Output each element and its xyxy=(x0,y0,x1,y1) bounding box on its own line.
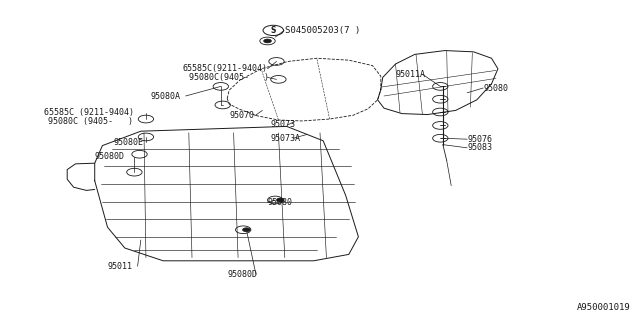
Text: 95073: 95073 xyxy=(270,120,295,129)
Text: 95080C (9405-   ): 95080C (9405- ) xyxy=(48,117,133,126)
Text: 95080E: 95080E xyxy=(114,138,144,147)
Circle shape xyxy=(264,39,271,43)
Text: 95080: 95080 xyxy=(268,198,292,207)
Circle shape xyxy=(276,198,284,202)
Text: 95080A: 95080A xyxy=(150,92,180,100)
Text: 95073A: 95073A xyxy=(270,134,300,143)
Text: 95083: 95083 xyxy=(467,143,492,152)
Text: 65585C(9211-9404): 65585C(9211-9404) xyxy=(182,64,268,73)
Text: 95080D: 95080D xyxy=(227,270,257,279)
Text: 95070: 95070 xyxy=(229,111,254,120)
Text: 95076: 95076 xyxy=(467,135,492,144)
Text: 95011A: 95011A xyxy=(396,70,426,79)
Text: 95011: 95011 xyxy=(108,262,132,271)
Circle shape xyxy=(243,228,250,232)
Text: 95080D: 95080D xyxy=(95,152,125,161)
Text: S: S xyxy=(271,26,276,35)
Text: S045005203(7 ): S045005203(7 ) xyxy=(285,26,360,35)
Text: A950001019: A950001019 xyxy=(577,303,630,312)
Text: 95080: 95080 xyxy=(483,84,508,92)
Text: 65585C (9211-9404): 65585C (9211-9404) xyxy=(44,108,134,117)
Text: 95080C(9405-   ): 95080C(9405- ) xyxy=(189,73,269,82)
